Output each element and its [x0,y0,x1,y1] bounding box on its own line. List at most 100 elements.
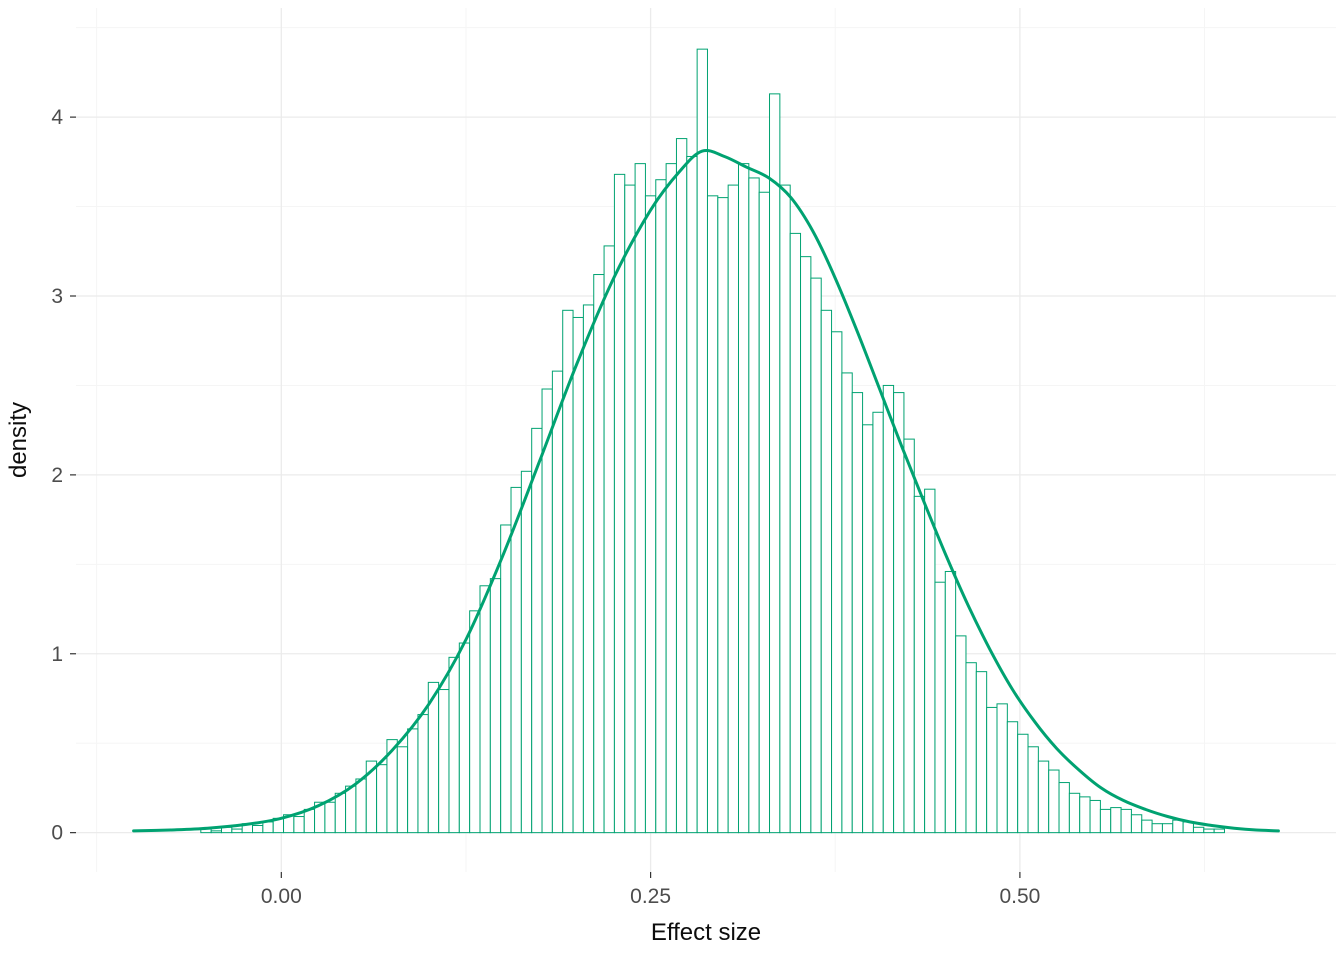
histogram-bar [655,179,667,834]
histogram-bar [862,424,874,834]
histogram-bar [665,163,677,834]
histogram-bar [303,808,316,834]
histogram-bar [634,163,646,834]
histogram-bar [500,524,512,834]
histogram-bar [1141,819,1153,834]
histogram-bar [748,177,760,834]
histogram-bar [510,486,522,834]
histogram-bar [717,197,729,834]
histogram-bar [262,821,274,834]
histogram-bar [758,191,771,834]
histogram-bar [582,304,595,834]
histogram-bar [252,824,264,834]
histogram-bar [396,746,409,834]
histogram-bar [1089,799,1101,834]
histogram-bar [986,706,998,834]
histogram-bar [727,184,739,834]
histogram-bar [1099,808,1112,834]
histogram-bar [810,277,822,834]
axis-ticks-layer [70,116,1021,878]
histogram-bar [438,689,450,834]
histogram-bar [965,662,977,834]
histogram-bar [1192,826,1205,834]
histogram-bar [841,372,853,834]
x-axis-title: Effect size [651,919,761,946]
histogram-bar [1037,760,1050,834]
histogram-bar [489,578,502,834]
histogram-bar [675,138,688,834]
histogram-bar [696,48,708,834]
histogram-bar [1027,746,1039,834]
y-axis-tick-label: 4 [51,106,63,129]
histogram-bar [603,245,615,834]
histogram-bar [1058,782,1070,834]
histogram-bars-layer [200,48,1225,834]
histogram-bar [1079,796,1091,834]
histogram-bar [458,642,471,834]
histogram-bar [1213,828,1225,834]
histogram-bar [769,93,781,834]
histogram-bar [1048,769,1060,834]
axis-tick-labels-layer: 0.00 0.25 0.50 0 1 2 3 4 [51,106,1040,908]
histogram-bar [955,635,967,834]
histogram-bar [706,195,719,834]
histogram-bar [231,828,243,834]
histogram-bar [551,370,564,834]
histogram-bar [975,671,988,834]
histogram-bar [820,309,833,834]
histogram-bar [1161,823,1174,834]
histogram-bar [1110,807,1122,834]
histogram-bar [872,411,884,834]
histogram-bar [893,392,905,834]
histogram-bar [1151,823,1163,834]
density-curve-layer [132,149,1280,833]
histogram-bar [520,470,533,834]
histogram-bar [345,785,357,834]
histogram-bar [210,830,222,834]
histogram-bar [789,232,802,834]
histogram-bar [1120,808,1132,834]
density-curve [132,149,1280,833]
histogram-bar [324,801,336,834]
histogram-bar [334,792,347,834]
histogram-bar [800,256,812,834]
histogram-bar [903,438,915,834]
histogram-bar [686,155,698,834]
x-axis-tick-label: 0.50 [999,885,1040,908]
histogram-bar [851,392,864,834]
histogram-bar [644,195,657,834]
histogram-bar [1017,733,1029,834]
histogram-bar [934,581,946,834]
histogram-bar [1172,819,1184,834]
y-axis-title: density [5,402,32,478]
histogram-bar [355,778,367,834]
histogram-bar [448,656,460,834]
y-axis-tick-label: 2 [51,464,63,487]
histogram-bar [831,331,843,834]
histogram-bar [779,184,791,834]
histogram-bar [1068,792,1081,834]
histogram-bar [1130,814,1143,834]
y-axis-tick-label: 3 [51,285,63,308]
histogram-bar [407,728,419,834]
histogram-bar [1203,828,1215,834]
histogram-bar [913,495,926,834]
y-axis-tick-label: 1 [51,643,63,666]
histogram-bar [1006,721,1019,834]
histogram-bar [882,384,895,834]
histogram-bar [541,388,553,834]
histogram-bar [479,585,491,834]
histogram-bar [376,764,388,834]
histogram-bar [944,570,957,834]
histogram-bar [572,316,584,834]
histogram-bar [737,163,750,834]
histogram-bar [924,488,936,834]
histogram-bar [469,610,481,834]
y-axis-tick-label: 0 [51,822,63,845]
histogram-bar [531,427,543,834]
histogram-bar [417,714,429,834]
histogram-bar [996,703,1008,834]
histogram-bar [293,816,305,834]
